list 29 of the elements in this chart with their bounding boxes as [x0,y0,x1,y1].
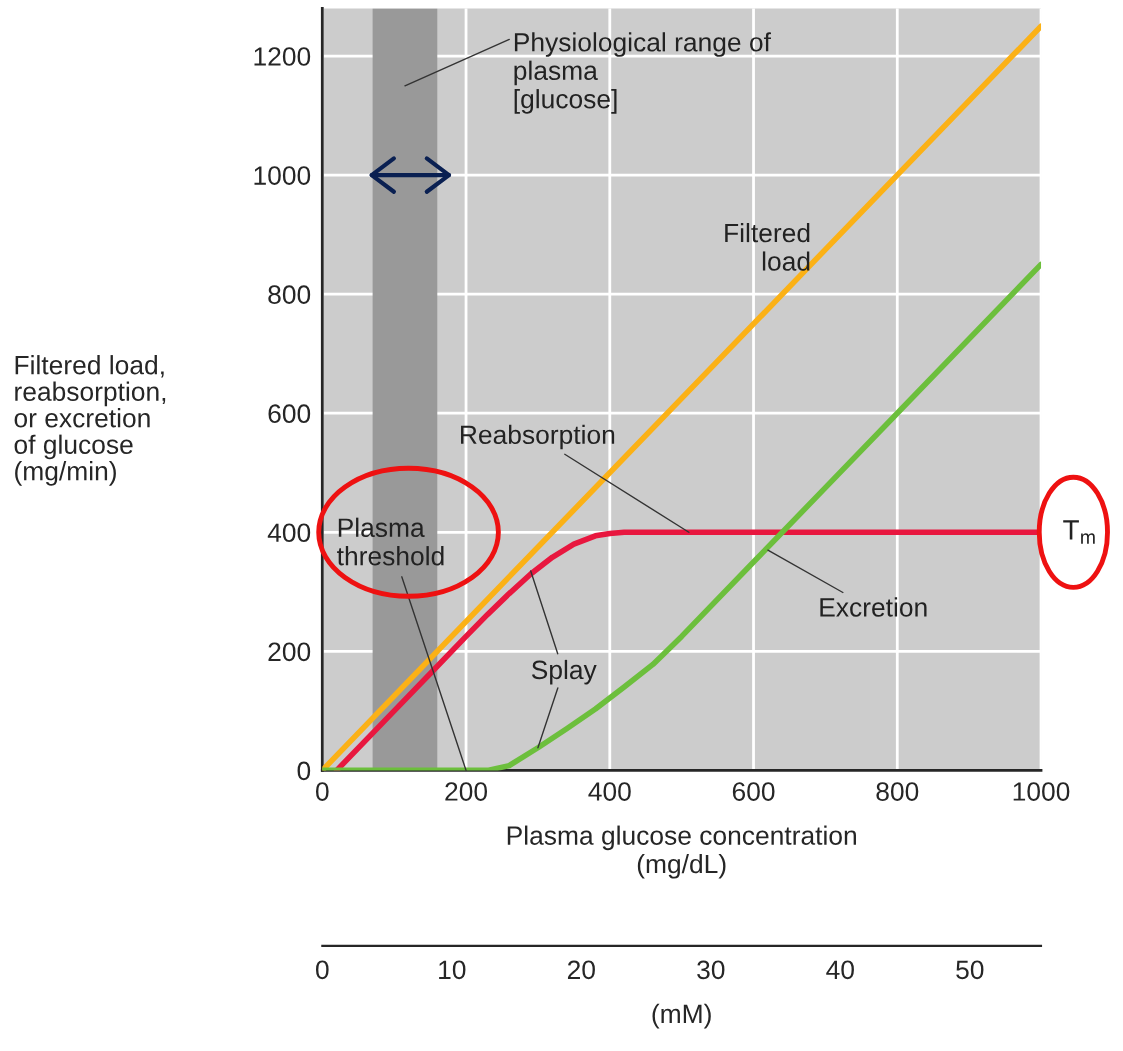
y-tick-label: 0 [297,761,311,781]
y-axis-title: Filtered load, reabsorption, or excretion of glucose (mg/min) [14,355,166,486]
x2-tick-label: 20 [567,960,595,980]
x2-tick-label: 0 [315,960,329,980]
x-tick-label: 600 [732,782,775,801]
annotation: Excretion [820,597,927,617]
x-tick-label: 200 [445,782,488,801]
y-tick-label: 600 [268,404,311,424]
y-tick-label: 1200 [254,47,311,66]
x2-axis-title: (mM) [652,1003,711,1029]
y-tick-label: 200 [268,642,311,662]
x-tick-label: 1000 [1013,782,1070,801]
x-axis-title: Plasma glucose concentration (mg/dL) [507,825,856,879]
x2-tick-label: 50 [956,960,984,980]
annotation: Reabsorption [461,424,615,450]
x2-tick-label: 10 [439,960,466,980]
x-tick-label: 0 [315,782,329,801]
annotation: Plasma threshold [337,517,444,566]
x2-tick-label: 40 [826,960,854,980]
y-tick-label: 800 [268,285,311,304]
y-tick-label: 1000 [254,166,311,185]
y-tick-label: 400 [267,523,311,543]
band-label: Physiological range of plasma [glucose] [514,32,771,114]
x2-tick-label: 30 [697,960,725,980]
x-tick-label: 400 [588,782,631,801]
x-tick-label: 800 [876,782,919,801]
annotation: Filtered load [725,222,810,271]
annotation: T$_{m}$ [1063,520,1095,544]
annotation: Splay [531,659,597,685]
